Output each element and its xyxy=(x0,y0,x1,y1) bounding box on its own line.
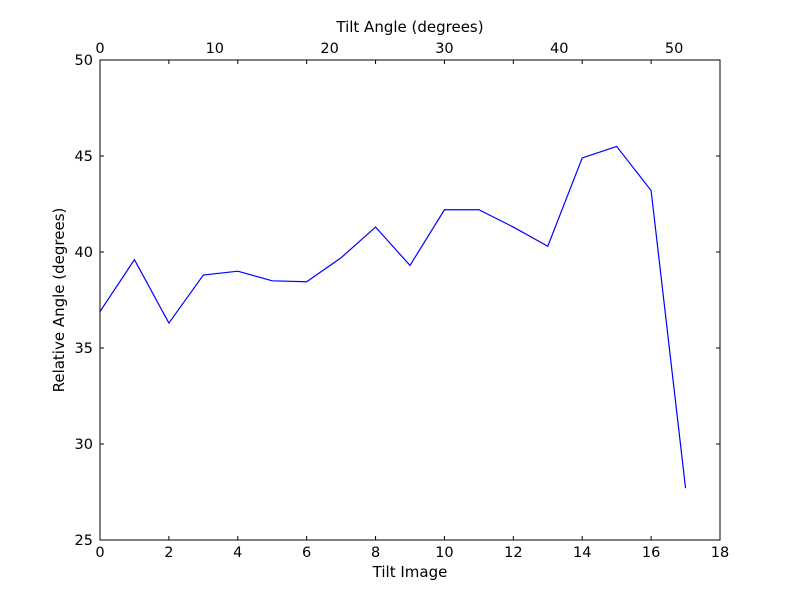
x2-axis-title: Tilt Angle (degrees) xyxy=(335,18,483,36)
x-tick-label: 4 xyxy=(233,545,242,561)
x-tick-label: 16 xyxy=(642,545,660,561)
plot-frame xyxy=(99,59,721,541)
x-tick-label: 2 xyxy=(164,545,173,561)
x2-tick-label: 10 xyxy=(206,41,224,57)
x-tick-label: 10 xyxy=(435,545,453,561)
x2-tick-label: 20 xyxy=(320,41,338,57)
y-axis-title: Relative Angle (degrees) xyxy=(50,208,68,393)
x-tick-label: 6 xyxy=(302,545,311,561)
x-tick-label: 14 xyxy=(573,545,591,561)
y-tick-label: 45 xyxy=(75,149,93,165)
x2-tick-label: 30 xyxy=(435,41,453,57)
y-tick-label: 50 xyxy=(75,53,93,69)
y-tick-label: 30 xyxy=(75,437,93,453)
y-tick-label: 40 xyxy=(75,245,93,261)
plot-area xyxy=(99,145,687,489)
series-line-0 xyxy=(99,145,687,489)
x2-tick-label: 50 xyxy=(665,41,683,57)
y-tick-label: 35 xyxy=(75,341,93,357)
x-tick-label: 18 xyxy=(711,545,729,561)
x2-tick-label: 0 xyxy=(95,41,104,57)
y-tick-label: 25 xyxy=(75,533,93,549)
x-tick-label: 12 xyxy=(504,545,522,561)
x-tick-label: 8 xyxy=(371,545,380,561)
tick-labels: 0 2 4 6 8 10 12 14 16 18 0 10 20 30 40 50 25 30 35 40 45 50 xyxy=(75,41,730,561)
x-tick-label: 0 xyxy=(95,545,104,561)
x2-tick-label: 40 xyxy=(550,41,568,57)
x-axis-title: Tilt Image xyxy=(372,563,448,581)
